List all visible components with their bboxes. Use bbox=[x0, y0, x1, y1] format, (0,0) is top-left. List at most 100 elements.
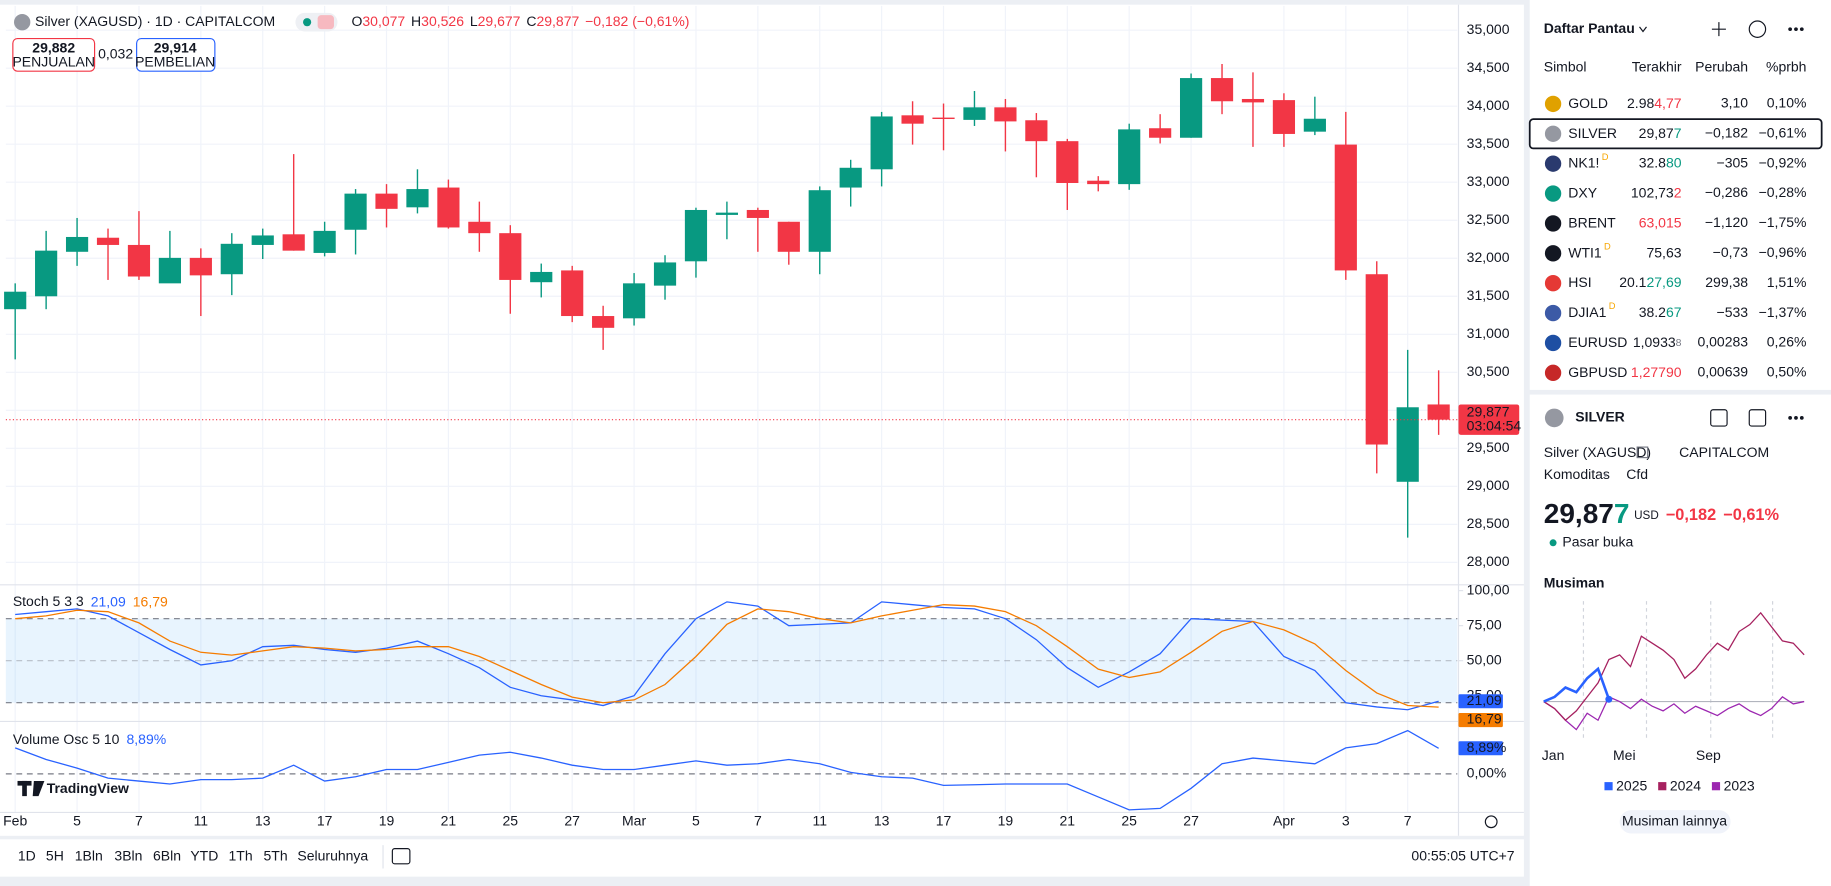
candle-body bbox=[530, 271, 553, 283]
menu-dot[interactable] bbox=[1799, 27, 1804, 32]
candle-body bbox=[839, 167, 862, 188]
row-change: −533 bbox=[1717, 304, 1749, 320]
row-change: −305 bbox=[1717, 154, 1749, 170]
row-last: 2.984,77 bbox=[1627, 95, 1682, 111]
row-symbol: NK1! D bbox=[1568, 152, 1608, 170]
candle-body bbox=[468, 221, 491, 234]
menu-dot[interactable] bbox=[1788, 27, 1792, 32]
candle-body bbox=[963, 107, 986, 120]
symbol: HSI bbox=[1568, 274, 1591, 290]
row-change: −0,286 bbox=[1705, 184, 1748, 200]
more-button[interactable] bbox=[1619, 810, 1731, 834]
price-axis-label: 35,000 bbox=[1467, 21, 1510, 37]
change: −0,182 bbox=[1666, 506, 1716, 524]
row-change: −0,73 bbox=[1713, 244, 1749, 260]
date-label: 21 bbox=[441, 813, 457, 829]
last-price-part: 67 bbox=[1666, 304, 1682, 320]
range-button[interactable]: 6Bln bbox=[153, 848, 181, 864]
row-symbol: WTI1 D bbox=[1568, 242, 1611, 260]
price-axis-label: 31,000 bbox=[1467, 325, 1510, 341]
candle-body bbox=[1210, 78, 1234, 102]
date-label: Feb bbox=[3, 813, 27, 829]
logo-mark bbox=[32, 780, 45, 797]
symbol-icon bbox=[1544, 125, 1562, 142]
symbol-icon bbox=[1544, 408, 1564, 428]
price-axis-label: 32,000 bbox=[1467, 249, 1510, 265]
symbol-icon bbox=[1544, 304, 1562, 322]
row-pct: 1,51% bbox=[1767, 274, 1807, 290]
date-label: Apr bbox=[1273, 813, 1295, 829]
range-button[interactable]: 1D bbox=[18, 848, 36, 864]
row-pct: 0,10% bbox=[1767, 95, 1807, 111]
range-button[interactable]: 3Bln bbox=[114, 848, 142, 864]
candle-body bbox=[1427, 404, 1450, 420]
flag: D bbox=[1604, 242, 1611, 252]
range-button[interactable]: 5H bbox=[46, 848, 64, 864]
indicator-line bbox=[15, 601, 1439, 711]
range-button[interactable]: YTD bbox=[190, 848, 218, 864]
watchlist-title[interactable]: Daftar Pantau bbox=[1544, 20, 1635, 36]
sell-box[interactable] bbox=[12, 37, 96, 72]
candle-body bbox=[1056, 141, 1079, 183]
ohlc-key: H bbox=[411, 13, 421, 29]
range-button[interactable]: 5Th bbox=[264, 848, 288, 864]
flag: D bbox=[1609, 302, 1616, 312]
candle-body bbox=[1087, 180, 1110, 185]
month-label: Jan bbox=[1542, 747, 1565, 763]
layout-icon[interactable] bbox=[1710, 409, 1728, 427]
add-icon[interactable] bbox=[1711, 22, 1726, 37]
row-symbol: HSI bbox=[1568, 274, 1591, 290]
edit-icon[interactable] bbox=[1748, 409, 1767, 427]
month-label: Mei bbox=[1613, 747, 1636, 763]
market-status: Pasar buka bbox=[1562, 534, 1633, 550]
symbol: SILVER bbox=[1568, 124, 1617, 140]
row-last: 63,015 bbox=[1639, 214, 1682, 230]
calendar-icon[interactable] bbox=[391, 848, 411, 865]
sell-label: PENJUALAN bbox=[12, 54, 94, 70]
candle-body bbox=[158, 257, 181, 284]
candle-body bbox=[592, 316, 615, 328]
chart-icon[interactable] bbox=[1748, 20, 1767, 38]
range-button[interactable]: 1Th bbox=[228, 848, 252, 864]
price-axis-label: 30,500 bbox=[1467, 363, 1510, 379]
range-button[interactable]: 1Bln bbox=[75, 848, 103, 864]
date-label: 7 bbox=[754, 813, 762, 829]
date-label: 3 bbox=[1342, 813, 1350, 829]
status-dot bbox=[303, 18, 312, 27]
value-badge bbox=[1458, 694, 1503, 709]
chevron bbox=[1639, 26, 1647, 33]
date-label: 11 bbox=[812, 813, 827, 829]
menu-dot[interactable] bbox=[1799, 416, 1804, 420]
detail-symbol: SILVER bbox=[1575, 409, 1625, 425]
date-label: 7 bbox=[1404, 813, 1412, 829]
status-box bbox=[317, 15, 334, 30]
legend-swatch bbox=[1604, 782, 1613, 791]
last-price-part: 75,63 bbox=[1646, 244, 1681, 260]
symbol: NK1! bbox=[1568, 154, 1599, 170]
seasonal-end-dot bbox=[1605, 695, 1613, 703]
row-change: 0,00283 bbox=[1697, 334, 1748, 350]
price-axis-label: 33,000 bbox=[1467, 173, 1510, 189]
last-price-part: 7 bbox=[1674, 124, 1682, 140]
row-last: 29,877 bbox=[1639, 124, 1682, 140]
more-button-label[interactable]: Musiman lainnya bbox=[1622, 813, 1727, 829]
symbol: EURUSD bbox=[1568, 334, 1627, 350]
exchange: CAPITALCOM bbox=[1679, 444, 1769, 460]
price-axis-label: 33,500 bbox=[1467, 135, 1510, 151]
logo: TradingView bbox=[47, 780, 129, 796]
settings-icon[interactable] bbox=[1484, 815, 1498, 829]
symbol-icon bbox=[1544, 364, 1562, 382]
last-price-part: 1,0933 bbox=[1633, 334, 1676, 350]
range-button[interactable]: Seluruhnya bbox=[297, 848, 368, 864]
sell-price: 29,882 bbox=[32, 40, 75, 56]
candle-body bbox=[251, 235, 274, 245]
candle-body bbox=[808, 190, 831, 252]
buy-box[interactable] bbox=[136, 37, 216, 72]
menu-dot[interactable] bbox=[1788, 416, 1792, 420]
legend-value: 16,79 bbox=[133, 593, 168, 609]
menu-dot[interactable] bbox=[1794, 416, 1798, 420]
menu-dot[interactable] bbox=[1794, 27, 1798, 32]
candle-body bbox=[220, 243, 243, 275]
candle-body bbox=[746, 209, 769, 218]
